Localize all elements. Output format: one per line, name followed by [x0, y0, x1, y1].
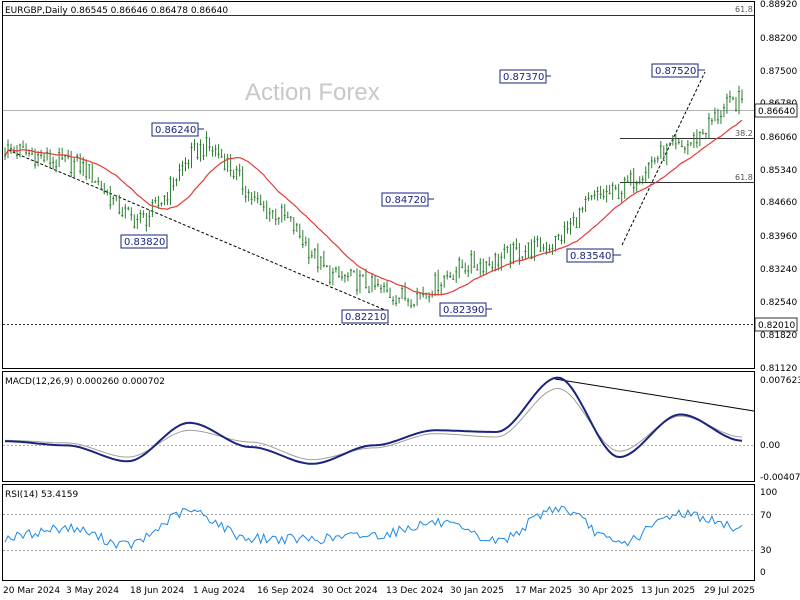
price-header: EURGBP,Daily 0.86545 0.86646 0.86478 0.8… [5, 6, 228, 16]
rsi-tick: 0 [760, 568, 766, 578]
price-tick: 0.85340 [760, 166, 797, 176]
x-tick: 1 Aug 2024 [193, 586, 245, 596]
candles [4, 85, 743, 309]
annotation-label: 0.83540 [570, 251, 611, 262]
rsi-panel [2, 484, 755, 581]
annotation-label: 0.82210 [345, 312, 386, 323]
price-tick: 0.83240 [760, 265, 797, 275]
annotation-label: 0.84720 [385, 195, 426, 206]
current-price-tag [754, 103, 798, 118]
fib-label: 61.8 [735, 173, 753, 182]
x-tick: 3 May 2024 [66, 586, 119, 596]
macd-y-axis: 0.007623 0.00 -0.004073 [760, 376, 800, 483]
macd-tick: -0.004073 [760, 473, 800, 483]
annotation-label: 0.86240 [155, 125, 196, 136]
x-tick: 29 Jul 2025 [704, 586, 755, 596]
x-tick: 20 Mar 2024 [3, 586, 60, 596]
annotation-label: 0.87520 [655, 66, 696, 77]
annotation: 0.83820 [120, 234, 168, 249]
rsi-y-axis: 100 70 30 0 [760, 488, 777, 578]
annotation-label: 0.82390 [443, 305, 484, 316]
price-tick: 0.81820 [760, 331, 797, 341]
watermark: Action Forex [245, 79, 380, 106]
macd-line [5, 376, 743, 465]
price-tick: 0.84660 [760, 198, 797, 208]
macd-trendline [554, 378, 755, 412]
annotation: 0.87520 [651, 63, 705, 78]
annotation: 0.86240 [151, 122, 204, 137]
price-tick: 0.86060 [760, 133, 797, 143]
x-tick: 30 Oct 2024 [322, 586, 378, 596]
price-tick: 0.88920 [760, 0, 797, 10]
fib-label: 38.2 [735, 129, 753, 138]
x-tick: 17 Mar 2025 [515, 586, 572, 596]
x-tick: 13 Jun 2025 [641, 586, 695, 596]
annotation: 0.82390 [439, 302, 492, 317]
annotation: 0.82210 [341, 309, 389, 324]
support-price-tag [754, 317, 798, 332]
annotation-label: 0.83820 [124, 237, 165, 248]
price-tick: 0.87500 [760, 67, 797, 77]
macd-header: MACD(12,26,9) 0.000260 0.000702 [5, 377, 165, 387]
annotations: 0.86240 0.83820 0.84720 0.82210 0.87370 … [120, 63, 705, 324]
downtrend-line [7, 149, 386, 311]
current-price-value: 0.86640 [758, 107, 795, 117]
support-price-value: 0.82010 [758, 321, 795, 331]
rsi-tick: 70 [760, 511, 772, 521]
signal-line [5, 387, 743, 461]
price-tick: 0.83960 [760, 232, 797, 242]
macd-tick: 0.007623 [760, 376, 800, 386]
annotation: 0.84720 [381, 192, 434, 207]
annotation: 0.87370 [499, 69, 551, 84]
x-tick: 13 Dec 2024 [386, 586, 444, 596]
x-tick: 30 Jan 2025 [450, 586, 504, 596]
price-tick: 0.82540 [760, 298, 797, 308]
rsi-tick: 30 [760, 546, 772, 556]
fib-label: 61.8 [735, 5, 753, 14]
rsi-header: RSI(14) 53.4159 [5, 490, 78, 500]
macd-tick: 0.00 [760, 441, 780, 451]
moving-average-line [4, 119, 743, 296]
price-tick: 0.88200 [760, 34, 797, 44]
annotation: 0.83540 [566, 248, 621, 263]
x-tick: 16 Sep 2024 [257, 586, 314, 596]
rsi-line [4, 505, 743, 550]
rsi-tick: 100 [760, 488, 777, 498]
annotation-label: 0.87370 [503, 72, 544, 83]
x-axis: 20 Mar 2024 3 May 2024 18 Jun 2024 1 Aug… [3, 586, 755, 596]
macd-panel [2, 371, 755, 482]
x-tick: 18 Jun 2024 [130, 586, 184, 596]
x-tick: 30 Apr 2025 [578, 586, 634, 596]
price-tick: 0.81120 [760, 364, 797, 374]
